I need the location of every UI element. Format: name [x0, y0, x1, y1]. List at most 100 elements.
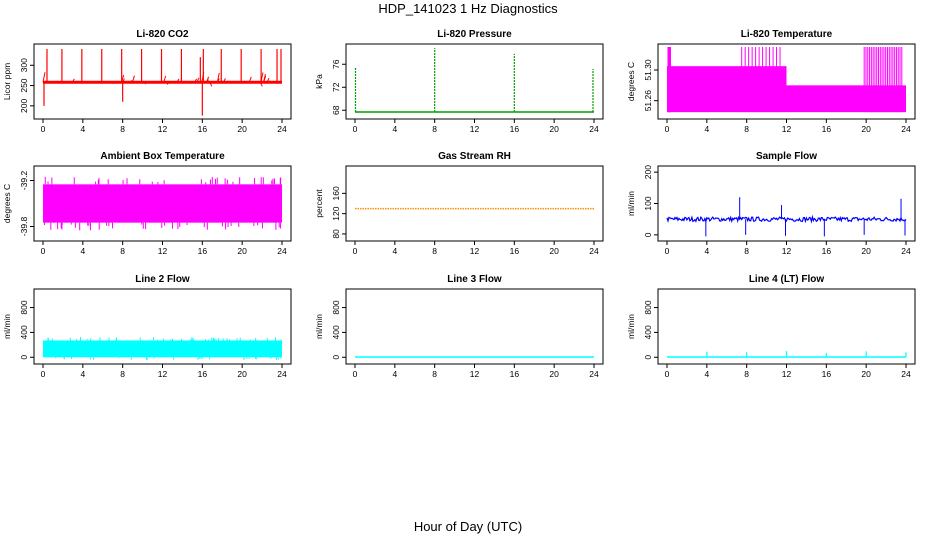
- panel-0-noise-31: [189, 81, 192, 84]
- panel-7-frame: [345, 288, 604, 365]
- panel-6-xtick-label-2: 8: [120, 369, 125, 379]
- panel-0-noise-23: [143, 81, 147, 85]
- panel-0-noise-29: [129, 79, 133, 83]
- panel-0-xtick-label-1: 4: [80, 124, 85, 134]
- panel-7-title: Line 3 Flow: [447, 274, 502, 285]
- panel-5-xtick-label-3: 12: [782, 246, 792, 256]
- panel-0-ytick-label-2: 300: [19, 58, 29, 72]
- panel-2-xtick-label-0: 0: [665, 124, 670, 134]
- panel-5-series: [666, 197, 907, 237]
- panel-8-ylabel: ml/min: [626, 314, 636, 339]
- panel-7-ytick-label-2: 800: [331, 300, 341, 314]
- panel-1-xtick-label-3: 12: [470, 124, 480, 134]
- panel-0-noise-35: [163, 75, 167, 83]
- panel-5: Sample Flow 0 4 8 12 16 20 24 0 100 200 ml/min: [626, 151, 916, 256]
- panel-0-noise-0: [42, 72, 46, 83]
- panel-1-frame: [345, 43, 604, 120]
- panel-0-noise-32: [259, 79, 263, 83]
- panel-0-xtick-label-5: 20: [237, 124, 247, 134]
- panel-0-xtick-label-4: 16: [198, 124, 208, 134]
- panel-1-xtick-label-4: 16: [510, 124, 520, 134]
- panel-4: Gas Stream RH 0 4 8 12 16 20 24 80 120 160 percent: [314, 151, 604, 256]
- panel-6-title: Line 2 Flow: [135, 274, 190, 285]
- panel-3-xtick-label-4: 16: [198, 246, 208, 256]
- panel-2-band-1: [786, 85, 906, 113]
- panel-6-xtick-label-3: 12: [158, 369, 168, 379]
- panel-1: Li-820 Pressure 0 4 8 12 16 20 24 68 72 76 kPa: [314, 29, 604, 134]
- panel-0-noise-4: [223, 78, 226, 83]
- panel-6-ytick-label-1: 400: [19, 325, 29, 339]
- panel-5-ylabel: ml/min: [626, 191, 636, 216]
- panel-5-xtick-label-5: 20: [861, 246, 871, 256]
- panel-0-noise-11: [71, 78, 75, 83]
- panel-0-noise-27: [165, 81, 169, 85]
- panel-4-ytick-label-2: 160: [331, 186, 341, 200]
- panel-5-line: [666, 214, 907, 224]
- panel-2-band-0: [667, 66, 787, 113]
- panel-3: Ambient Box Temperature 0 4 8 12 16 20 24 -39.8 -…: [2, 151, 292, 256]
- panel-0-xtick-label-6: 24: [277, 124, 287, 134]
- panel-6-band: [43, 340, 282, 358]
- panel-0-noise-20: [216, 72, 220, 83]
- panel-5-xtick-label-2: 8: [744, 246, 749, 256]
- panel-6-xtick-label-4: 16: [198, 369, 208, 379]
- panel-8-title: Line 4 (LT) Flow: [749, 274, 825, 285]
- panel-0-xtick-label-3: 12: [158, 124, 168, 134]
- panel-4-ytick-label-0: 80: [331, 229, 341, 239]
- panel-7-ytick-label-1: 400: [331, 325, 341, 339]
- panel-7-xtick-label-4: 16: [510, 369, 520, 379]
- panel-2-xtick-label-6: 24: [901, 124, 911, 134]
- panel-3-title: Ambient Box Temperature: [100, 151, 225, 162]
- panel-4-title: Gas Stream RH: [438, 151, 511, 162]
- panel-3-xtick-label-5: 20: [237, 246, 247, 256]
- panel-4-xtick-label-6: 24: [589, 246, 599, 256]
- panel-8-xtick-label-1: 4: [704, 369, 709, 379]
- panel-0-noise-13: [196, 77, 200, 83]
- panel-4-ytick-label-1: 120: [331, 206, 341, 220]
- panel-6-xtick-label-5: 20: [237, 369, 247, 379]
- panel-8-xtick-label-5: 20: [861, 369, 871, 379]
- panel-7-xtick-label-2: 8: [432, 369, 437, 379]
- panel-0-noise-38: [183, 81, 186, 83]
- panel-5-xtick-label-4: 16: [822, 246, 832, 256]
- panel-0-noise-26: [201, 72, 205, 83]
- panel-4-frame: [345, 165, 604, 242]
- panel-1-xtick-label-2: 8: [432, 124, 437, 134]
- panel-0-noise-1: [111, 81, 115, 85]
- panel-0-title: Li-820 CO2: [136, 29, 189, 40]
- panel-0-noise-22: [176, 78, 180, 83]
- panel-5-ytick-label-1: 100: [643, 196, 653, 210]
- panel-7: Line 3 Flow 0 4 8 12 16 20 24 0 400 800 ml/min: [314, 274, 604, 379]
- panel-2-xtick-label-5: 20: [861, 124, 871, 134]
- panel-0-noise-37: [212, 81, 215, 84]
- panel-2: Li-820 Temperature 0 4 8 12 16 20 24 51.26 51.30 d…: [626, 29, 916, 134]
- panel-4-xtick-label-2: 8: [432, 246, 437, 256]
- panel-3-xtick-label-2: 8: [120, 246, 125, 256]
- panel-4-xtick-label-3: 12: [470, 246, 480, 256]
- panel-7-xtick-label-1: 4: [392, 369, 397, 379]
- panel-7-xtick-label-5: 20: [549, 369, 559, 379]
- panel-8: Line 4 (LT) Flow 0 4 8 12 16 20 24 0 400 800 ml/min: [626, 274, 916, 379]
- panel-4-xtick-label-4: 16: [510, 246, 520, 256]
- panel-2-ytick-label-1: 51.30: [643, 59, 653, 81]
- panel-3-ytick-label-0: -39.8: [19, 217, 29, 237]
- panel-6-series: [43, 337, 282, 361]
- panel-1-ylabel: kPa: [314, 74, 324, 89]
- panel-6: Line 2 Flow 0 4 8 12 16 20 24 0 400 800 ml/min: [2, 274, 292, 379]
- panel-7-ytick-label-0: 0: [331, 355, 341, 360]
- panel-0-noise-36: [267, 80, 270, 83]
- panel-1-ytick-label-0: 68: [331, 105, 341, 115]
- panel-5-ytick-label-0: 0: [643, 232, 653, 237]
- panel-0-noise-7: [131, 75, 135, 83]
- panel-0-noise-19: [266, 77, 270, 83]
- panel-1-ytick-label-1: 72: [331, 82, 341, 92]
- panel-0-noise-33: [248, 76, 252, 83]
- panel-4-ylabel: percent: [314, 189, 324, 218]
- panel-7-xtick-label-0: 0: [353, 369, 358, 379]
- panel-0-noise-6: [237, 81, 241, 84]
- panel-4-xtick-label-5: 20: [549, 246, 559, 256]
- figure-xlabel: Hour of Day (UTC): [414, 519, 522, 534]
- panel-1-series: [354, 48, 594, 113]
- panel-6-ytick-label-2: 800: [19, 300, 29, 314]
